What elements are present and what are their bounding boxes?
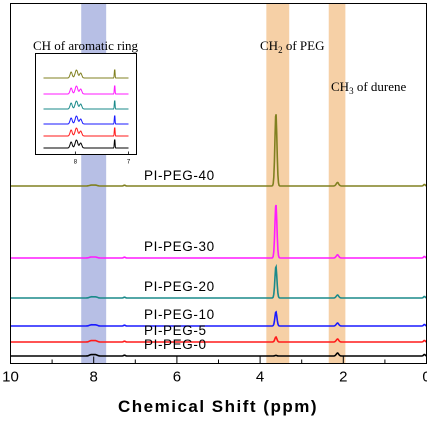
inset-line-pi-peg-0 [43, 139, 129, 149]
band-labels: CH of aromatic ring CH2 of PEG CH3 of dure… [33, 38, 406, 96]
x-tick-label: 2 [339, 369, 347, 386]
series-label-pi-peg-5: PI-PEG-5 [144, 323, 207, 338]
band-label-durene: CH3 of durene [331, 79, 406, 96]
inset-frame [35, 53, 137, 155]
inset-line-pi-peg-30 [43, 85, 129, 95]
x-tick-label: 10 [2, 369, 19, 386]
series-line-pi-peg-5 [10, 335, 427, 343]
series-line-pi-peg-20 [10, 263, 427, 299]
series-labels: PI-PEG-0PI-PEG-5PI-PEG-10 PI-PEG-20 PI-PEG… [144, 168, 215, 352]
inset-tick-label: 7 [127, 160, 131, 166]
series-line-pi-peg-30 [10, 204, 427, 259]
x-axis: 10 8 6 4 2 0 [2, 356, 427, 386]
series-label-pi-peg-20: PI-PEG-20 [144, 279, 215, 294]
band-1 [266, 3, 290, 364]
x-tick-label: 0 [422, 369, 427, 386]
x-tick-label: 8 [90, 369, 98, 386]
band-label-aromatic: CH of aromatic ring [33, 38, 139, 53]
inset-line-pi-peg-40 [43, 69, 129, 79]
inset-line-pi-peg-5 [43, 127, 129, 137]
band-label-peg: CH2 of PEG [260, 38, 324, 55]
inset-spectra [43, 69, 129, 149]
inset-line-pi-peg-20 [43, 100, 129, 110]
spectra-series [10, 114, 427, 357]
series-line-pi-peg-0 [10, 352, 427, 357]
x-tick-label: 6 [173, 369, 181, 386]
x-tick-label: 4 [256, 369, 264, 386]
series-label-pi-peg-0: PI-PEG-0 [144, 337, 207, 352]
inset-line-pi-peg-10 [43, 115, 129, 125]
series-label-pi-peg-40: PI-PEG-40 [144, 168, 215, 183]
inset-tick-label: 8 [74, 160, 78, 166]
series-line-pi-peg-10 [10, 310, 427, 327]
series-label-pi-peg-10: PI-PEG-10 [144, 307, 215, 322]
x-axis-label: Chemical Shift (ppm) [118, 397, 318, 416]
series-label-pi-peg-30: PI-PEG-30 [144, 239, 215, 254]
series-line-pi-peg-40 [10, 114, 427, 187]
